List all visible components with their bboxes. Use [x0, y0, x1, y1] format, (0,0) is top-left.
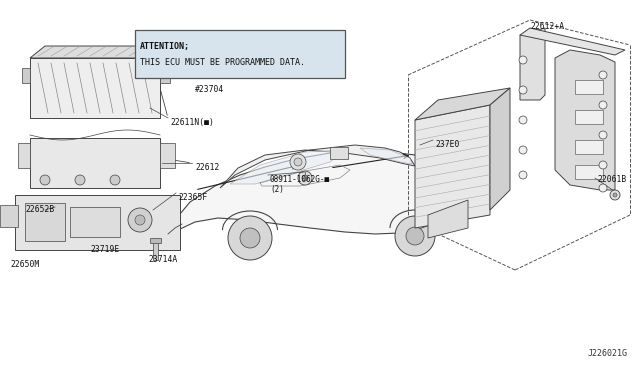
Text: 23714A: 23714A [148, 255, 177, 264]
Circle shape [610, 190, 620, 200]
Circle shape [599, 131, 607, 139]
FancyBboxPatch shape [135, 30, 345, 78]
Polygon shape [555, 50, 615, 190]
Circle shape [519, 171, 527, 179]
Bar [575, 80, 603, 94]
Bar [153, 240, 158, 260]
Circle shape [613, 193, 617, 197]
Polygon shape [30, 46, 175, 58]
Text: THIS ECU MUST BE PROGRAMMED DATA.: THIS ECU MUST BE PROGRAMMED DATA. [140, 58, 305, 67]
Text: 22365F: 22365F [178, 193, 207, 202]
Circle shape [519, 146, 527, 154]
Text: 22612+A: 22612+A [530, 22, 564, 31]
Circle shape [599, 161, 607, 169]
Circle shape [519, 116, 527, 124]
Circle shape [599, 184, 607, 192]
Bar [575, 110, 603, 124]
Bar [70, 207, 120, 237]
Bar [25, 203, 65, 241]
Circle shape [128, 208, 152, 232]
Circle shape [298, 171, 312, 185]
Bar [18, 143, 30, 168]
Circle shape [599, 101, 607, 109]
Circle shape [110, 175, 120, 185]
Bar [438, 185, 448, 207]
Polygon shape [490, 88, 510, 210]
Circle shape [406, 227, 424, 245]
Bar [0, 205, 18, 227]
Bar [575, 165, 603, 179]
Circle shape [302, 175, 308, 181]
Polygon shape [415, 88, 510, 120]
Circle shape [228, 216, 272, 260]
Bar [15, 195, 180, 250]
Text: 23719E: 23719E [90, 245, 119, 254]
Text: J226021G: J226021G [588, 349, 628, 358]
Polygon shape [415, 105, 490, 228]
Bar [575, 140, 603, 154]
Circle shape [290, 154, 306, 170]
Bar [30, 138, 160, 188]
Polygon shape [360, 148, 412, 164]
Text: 237E0: 237E0 [435, 140, 460, 149]
Text: 22650M: 22650M [10, 260, 39, 269]
Circle shape [135, 215, 145, 225]
Bar [160, 143, 175, 168]
Text: #23704: #23704 [195, 85, 224, 94]
Polygon shape [165, 150, 452, 238]
Circle shape [519, 56, 527, 64]
Polygon shape [428, 200, 468, 238]
Circle shape [75, 175, 85, 185]
Text: ATTENTION;: ATTENTION; [140, 42, 190, 51]
Text: 22652B: 22652B [25, 205, 54, 214]
Bar [160, 68, 170, 83]
Bar [150, 238, 161, 243]
Circle shape [599, 71, 607, 79]
Circle shape [240, 228, 260, 248]
Text: 22612: 22612 [195, 163, 220, 172]
Circle shape [294, 158, 302, 166]
Polygon shape [230, 150, 345, 184]
Polygon shape [520, 28, 625, 55]
Polygon shape [416, 160, 452, 230]
Text: 08911-1062G-■
(2): 08911-1062G-■ (2) [270, 175, 330, 195]
Text: 22061B: 22061B [597, 175, 627, 184]
Text: 22611N(■): 22611N(■) [170, 118, 214, 127]
Bar [22, 68, 30, 83]
Circle shape [519, 86, 527, 94]
Circle shape [40, 175, 50, 185]
Polygon shape [30, 58, 160, 118]
Circle shape [395, 216, 435, 256]
Polygon shape [520, 28, 545, 100]
Bar [330, 147, 348, 159]
Polygon shape [220, 145, 415, 188]
